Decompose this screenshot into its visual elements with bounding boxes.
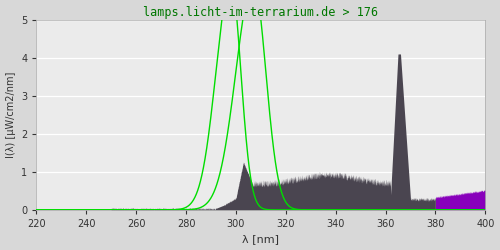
X-axis label: λ [nm]: λ [nm] <box>242 234 280 244</box>
Title: lamps.licht-im-terrarium.de > 176: lamps.licht-im-terrarium.de > 176 <box>144 6 378 18</box>
Y-axis label: I(λ) [µW/cm2/nm]: I(λ) [µW/cm2/nm] <box>6 72 16 158</box>
